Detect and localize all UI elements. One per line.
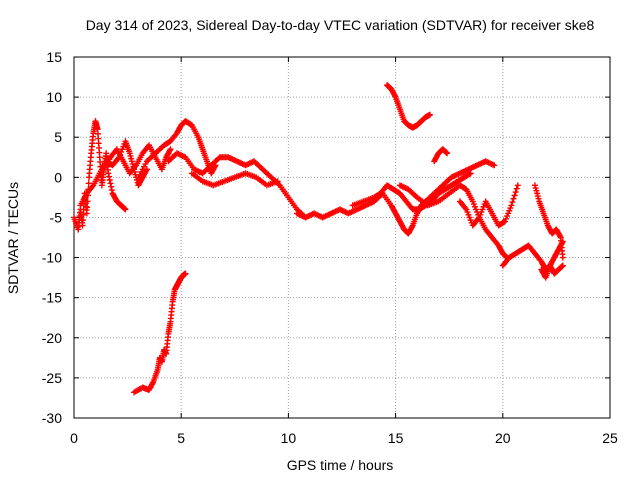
plot-frame bbox=[73, 56, 611, 419]
x-tick-label: 20 bbox=[495, 430, 511, 446]
data-point bbox=[108, 183, 115, 190]
data-point bbox=[107, 180, 114, 187]
y-tick-label: 5 bbox=[54, 129, 62, 145]
data-point bbox=[85, 180, 92, 187]
data-point bbox=[106, 173, 113, 180]
y-tick-label: -25 bbox=[42, 370, 62, 386]
data-point bbox=[513, 185, 520, 192]
data-point bbox=[467, 170, 474, 177]
series-segment-15 bbox=[531, 182, 566, 261]
x-tick-label: 0 bbox=[70, 430, 78, 446]
y-tick-label: -20 bbox=[42, 330, 62, 346]
data-point bbox=[510, 195, 517, 202]
x-tick-label: 10 bbox=[281, 430, 297, 446]
data-point bbox=[491, 162, 498, 169]
grid-lines bbox=[74, 57, 610, 418]
data-point bbox=[80, 211, 87, 218]
series-segment-16 bbox=[538, 262, 566, 281]
chart-title: Day 314 of 2023, Sidereal Day-to-day VTE… bbox=[86, 17, 595, 33]
y-tick-label: 0 bbox=[54, 169, 62, 185]
data-point bbox=[84, 198, 91, 205]
data-point bbox=[106, 177, 113, 184]
y-tick-label: -30 bbox=[42, 410, 62, 426]
series-segment-8 bbox=[293, 158, 498, 237]
series-segment-11 bbox=[396, 182, 511, 261]
data-point bbox=[508, 202, 515, 209]
data-point bbox=[105, 170, 112, 177]
series-segment-12 bbox=[431, 146, 451, 165]
data-point bbox=[83, 210, 90, 217]
data-point bbox=[79, 222, 86, 229]
y-tick-label: -10 bbox=[42, 250, 62, 266]
data-point bbox=[559, 254, 566, 261]
data-point bbox=[509, 199, 516, 206]
data-point bbox=[514, 182, 521, 189]
series-segment-10 bbox=[384, 82, 433, 131]
data-point bbox=[84, 204, 91, 211]
series-segment-6 bbox=[165, 150, 309, 221]
x-tick-label: 25 bbox=[602, 430, 618, 446]
data-point bbox=[444, 150, 451, 157]
data-point bbox=[79, 217, 86, 224]
series-segment-14 bbox=[499, 238, 566, 273]
data-point bbox=[426, 111, 433, 118]
data-point bbox=[512, 189, 519, 196]
series-segment-4 bbox=[131, 270, 189, 396]
series-segment-7 bbox=[188, 170, 281, 189]
series-segment-3 bbox=[101, 142, 174, 177]
y-tick-label: -15 bbox=[42, 290, 62, 306]
data-point bbox=[511, 192, 518, 199]
data-point bbox=[182, 270, 189, 277]
data-point bbox=[559, 262, 566, 269]
data-point bbox=[108, 187, 115, 194]
y-axis-label: SDTVAR / TECUs bbox=[5, 182, 21, 294]
series-segment-13 bbox=[456, 182, 521, 229]
x-axis-ticks: 0 5 10 15 20 25 bbox=[70, 57, 618, 446]
x-tick-label: 15 bbox=[388, 430, 404, 446]
data-point bbox=[122, 206, 129, 213]
x-tick-label: 5 bbox=[177, 430, 185, 446]
y-tick-label: 10 bbox=[46, 89, 62, 105]
y-tick-label: 15 bbox=[46, 49, 62, 65]
x-axis-label: GPS time / hours bbox=[287, 457, 394, 473]
y-tick-label: -5 bbox=[50, 209, 63, 225]
data-point bbox=[167, 146, 174, 153]
data-points bbox=[71, 82, 566, 396]
y-axis-ticks: -30 -25 -20 -15 -10 -5 0 5 10 15 bbox=[42, 49, 610, 426]
data-point bbox=[274, 178, 281, 185]
